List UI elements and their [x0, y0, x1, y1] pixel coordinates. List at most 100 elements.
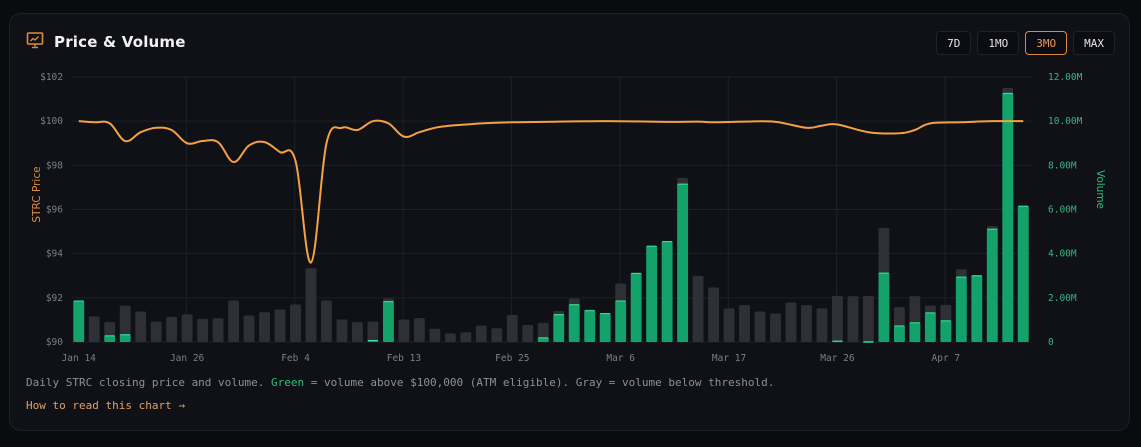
volume-bar[interactable] [708, 287, 719, 342]
price-volume-chart[interactable]: $102 $100 $98 $96 $94 $92 $90 12.00M 10.00M 8.00M… [10, 14, 1131, 364]
right-axis-title: Volume [1094, 170, 1106, 209]
volume-bar[interactable] [537, 322, 549, 342]
left-axis-tick: $98 [46, 160, 63, 171]
range-button-7d[interactable]: 7D [936, 31, 972, 55]
volume-bar[interactable] [228, 300, 239, 342]
left-axis-tick: $102 [40, 72, 63, 83]
right-axis-tick: 4.00M [1048, 249, 1077, 260]
x-axis-tick: Feb 4 [281, 353, 310, 364]
price-volume-card: Price & Volume 7D 1MO 3MO MAX $102 $100 $9… [9, 13, 1130, 431]
volume-bar[interactable] [88, 316, 100, 342]
volume-bar[interactable] [181, 314, 193, 342]
volume-bar[interactable] [615, 283, 627, 342]
volume-bar[interactable] [816, 308, 828, 342]
x-axis-tick: Jan 14 [62, 353, 97, 364]
volume-bar[interactable] [553, 310, 565, 342]
left-axis-tick: $94 [46, 249, 63, 260]
volume-bar[interactable] [444, 333, 456, 342]
presentation-chart-icon [26, 31, 44, 53]
right-axis-tick: 2.00M [1048, 293, 1077, 304]
volume-bar[interactable] [770, 313, 781, 342]
volume-bar[interactable] [274, 309, 286, 342]
volume-bar[interactable] [259, 312, 270, 342]
left-axis-title: STRC Price [31, 166, 43, 222]
volume-bar[interactable] [398, 319, 410, 342]
x-axis-tick: Apr 7 [932, 353, 961, 364]
volume-bar[interactable] [599, 313, 611, 342]
range-button-3mo[interactable]: 3MO [1025, 31, 1068, 55]
volume-bar[interactable] [197, 319, 209, 342]
volume-bar[interactable] [321, 300, 332, 342]
volume-bar[interactable] [1017, 205, 1029, 342]
volume-bar[interactable] [166, 316, 178, 342]
volume-bar[interactable] [460, 332, 472, 342]
volume-bar[interactable] [986, 226, 998, 342]
volume-bar[interactable] [336, 319, 348, 342]
volume-bar[interactable] [924, 305, 936, 342]
volume-bar[interactable] [801, 305, 812, 342]
volume-bar[interactable] [909, 296, 921, 342]
x-axis-tick: Mar 6 [606, 353, 635, 364]
volume-bar[interactable] [940, 304, 952, 342]
left-axis-tick: $90 [46, 337, 63, 348]
volume-bar[interactable] [522, 324, 534, 342]
time-range-selector: 7D 1MO 3MO MAX [936, 31, 1115, 55]
volume-bar[interactable] [878, 227, 890, 342]
volume-bar[interactable] [677, 177, 689, 342]
volume-bar[interactable] [367, 321, 379, 342]
volume-bar[interactable] [893, 307, 905, 342]
chart-caption: Daily STRC closing price and volume. Gre… [26, 376, 774, 389]
caption-text: Daily STRC closing price and volume. [26, 376, 272, 389]
volume-bar[interactable] [212, 318, 224, 342]
volume-bar[interactable] [305, 268, 317, 342]
volume-bar[interactable] [104, 322, 116, 342]
x-axis-tick: Mar 26 [820, 353, 855, 364]
volume-bar[interactable] [119, 305, 131, 342]
right-axis-tick: 8.00M [1048, 160, 1077, 171]
volume-bar[interactable] [290, 304, 301, 342]
range-button-max[interactable]: MAX [1073, 31, 1115, 55]
volume-bar[interactable] [646, 245, 658, 342]
x-axis-tick: Feb 25 [495, 353, 529, 364]
volume-bar[interactable] [383, 298, 394, 342]
right-axis-tick: 12.00M [1048, 72, 1083, 83]
caption-green-label: Green [271, 376, 305, 389]
volume-bar[interactable] [832, 295, 843, 343]
volume-bar[interactable] [475, 325, 487, 342]
caption-text-rest: = volume above $100,000 (ATM eligible). … [304, 376, 775, 389]
volume-bar[interactable] [568, 298, 580, 342]
volume-bar[interactable] [584, 309, 596, 342]
right-axis-tick: 10.00M [1048, 116, 1083, 127]
volume-bar[interactable] [73, 300, 85, 342]
volume-bar[interactable] [754, 311, 766, 342]
volume-bar[interactable] [150, 321, 162, 342]
volume-bar[interactable] [413, 318, 425, 342]
volume-bar[interactable] [955, 269, 967, 342]
volume-bar[interactable] [863, 295, 874, 343]
right-axis-tick: 6.00M [1048, 205, 1077, 216]
left-axis-tick: $96 [46, 205, 63, 216]
x-axis-tick: Jan 26 [170, 353, 205, 364]
volume-bar[interactable] [491, 328, 503, 342]
volume-bar[interactable] [1002, 88, 1014, 343]
volume-bar[interactable] [785, 302, 797, 342]
volume-bar[interactable] [739, 305, 750, 342]
volume-bar[interactable] [506, 315, 518, 342]
volume-bar[interactable] [692, 275, 704, 342]
volume-bar[interactable] [243, 315, 255, 343]
volume-bar[interactable] [971, 275, 983, 342]
volume-bar[interactable] [352, 322, 363, 342]
volume-bar[interactable] [661, 241, 673, 342]
x-axis-tick: Mar 17 [712, 353, 746, 364]
volume-bar[interactable] [723, 308, 735, 342]
volume-bar[interactable] [630, 272, 642, 342]
x-axis-tick: Feb 13 [387, 353, 421, 364]
volume-bar[interactable] [429, 328, 441, 342]
range-button-1mo[interactable]: 1MO [977, 31, 1020, 55]
volume-bar[interactable] [847, 296, 859, 342]
left-axis-tick: $92 [46, 293, 63, 304]
how-to-read-link[interactable]: How to read this chart → [26, 399, 185, 412]
volume-bar[interactable] [135, 311, 147, 342]
card-title: Price & Volume [54, 33, 186, 51]
right-axis-tick: 0 [1048, 337, 1054, 348]
